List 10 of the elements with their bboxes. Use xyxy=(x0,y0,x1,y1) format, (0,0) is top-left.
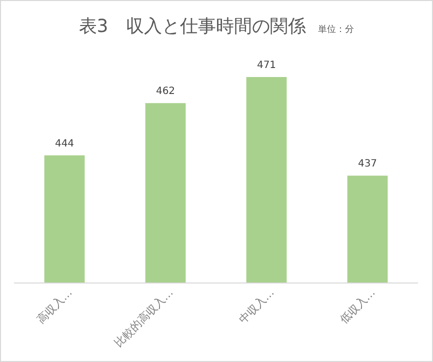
data-label: 471 xyxy=(256,60,276,71)
x-tick-label: 低収入… xyxy=(337,286,378,326)
data-label: 437 xyxy=(358,158,378,170)
x-tick-label: 高収入… xyxy=(34,286,75,326)
x-tick-label: 比較的高収入… xyxy=(112,286,176,350)
data-label: 444 xyxy=(54,138,74,150)
x-tick-label: 中収入… xyxy=(236,286,277,326)
chart-title: 表3 収入と仕事時間の関係 xyxy=(78,16,306,37)
chart-subtitle: 単位：分 xyxy=(318,24,354,35)
data-label: 462 xyxy=(156,86,176,98)
